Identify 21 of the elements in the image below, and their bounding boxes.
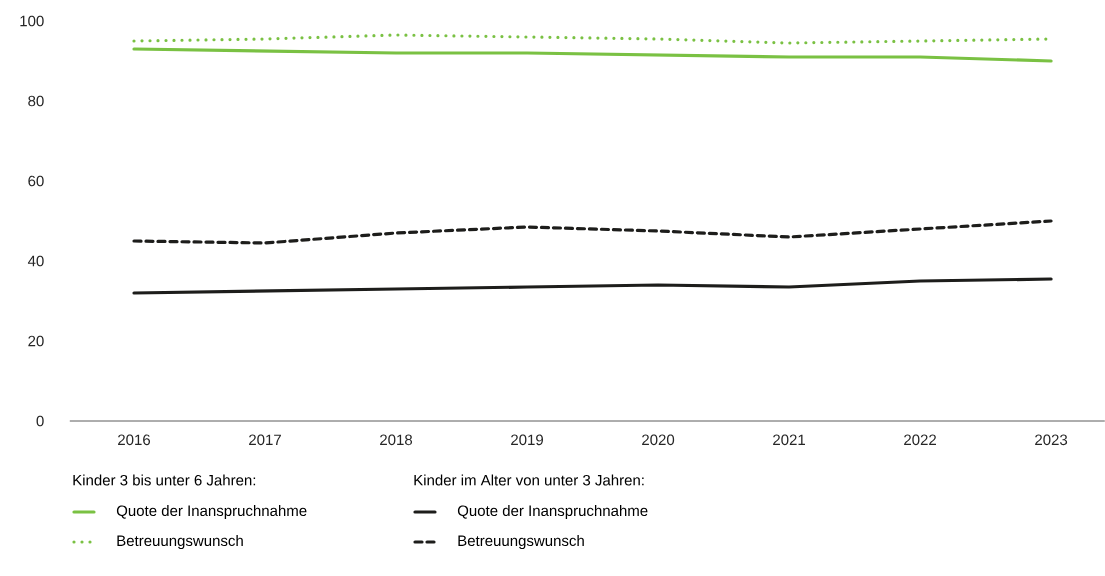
x-tick-label: 2022 [904, 434, 936, 446]
x-tick-label: 2023 [1035, 434, 1068, 446]
y-tick-label: 0 [36, 415, 44, 427]
legend-label: Quote der Inanspruchnahme [116, 505, 307, 519]
x-tick-label: 2019 [511, 434, 543, 446]
y-tick-label: 40 [27, 255, 44, 267]
legend-label: Quote der Inanspruchnahme [457, 505, 648, 519]
text: Kinder 3 bis unter 6 Jahren: [73, 474, 256, 486]
y-tick-label: 60 [28, 175, 44, 187]
x-tick-label: 2017 [249, 434, 281, 446]
x-tick-label: 2016 [118, 434, 151, 446]
y-tick-label: 20 [28, 335, 44, 347]
line-series [132, 219, 1053, 245]
legend-label: Betreuungswunsch [117, 535, 243, 549]
x-tick-label: 2021 [773, 434, 805, 446]
y-tick-label: 100 [20, 15, 44, 27]
y-tick-label: 80 [28, 95, 44, 107]
legend-label: Betreuungswunsch [458, 535, 584, 549]
x-tick-label: 2018 [380, 434, 413, 446]
text: Kinder im Alter von unter 3 Jahren: [414, 474, 644, 486]
x-tick-label: 2020 [642, 434, 675, 446]
